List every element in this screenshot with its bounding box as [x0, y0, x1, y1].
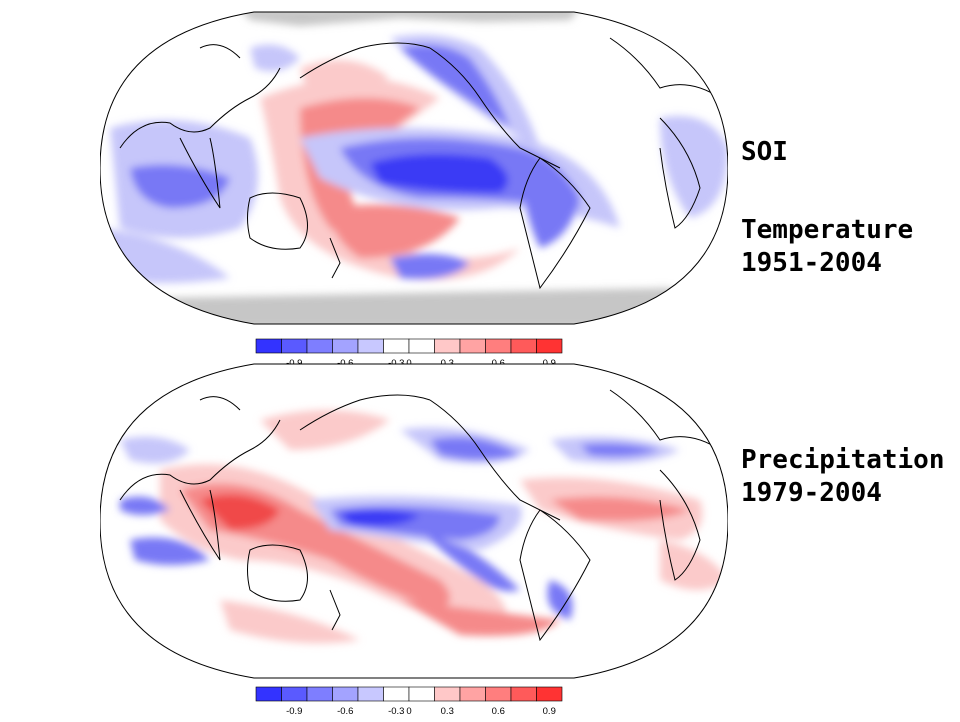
colorbar-tick-label: 0.3 — [441, 706, 454, 717]
colorbar-swatch — [459, 338, 486, 354]
colorbar-swatch — [332, 338, 359, 354]
temperature-variable: Temperature — [741, 215, 914, 245]
temperature-anomaly-field — [100, 12, 728, 324]
colorbar-swatch — [332, 686, 359, 702]
missing-data-antarctic — [100, 288, 728, 324]
precipitation-colorbar-svg: -0.9 -0.6 -0.3 0 0.3 0.6 0.9 — [255, 686, 563, 717]
precipitation-correlation-map — [100, 360, 728, 682]
colorbar-tick-label: 0 — [406, 706, 411, 717]
temperature-coastlines — [119, 37, 721, 290]
index-label: SOI — [741, 137, 788, 167]
colorbar-swatch — [255, 338, 282, 354]
colorbar-tick-label: 0.6 — [492, 706, 505, 717]
temperature-period: 1951-2004 — [741, 248, 882, 279]
precipitation-colorbar: -0.9 -0.6 -0.3 0 0.3 0.6 0.9 — [254, 686, 564, 718]
precipitation-anomaly-field — [120, 410, 728, 644]
colorbar-swatch — [383, 686, 410, 702]
colorbar-swatch — [383, 338, 410, 354]
colorbar-swatch — [306, 338, 333, 354]
precipitation-coastlines — [119, 389, 721, 642]
temperature-map-svg — [100, 11, 728, 325]
colorbar-tick-label: 0.9 — [543, 706, 556, 717]
colorbar-swatch — [536, 686, 563, 702]
colorbar-swatch — [281, 686, 308, 702]
temperature-map-border — [100, 11, 728, 325]
colorbar-swatch — [306, 686, 333, 702]
colorbar-swatch — [434, 338, 461, 354]
precipitation-label: Precipitation 1979-2004 — [741, 444, 945, 511]
colorbar-swatch — [357, 686, 384, 702]
colorbar-swatch — [485, 686, 512, 702]
precipitation-variable: Precipitation — [741, 445, 945, 475]
precipitation-map-border — [100, 363, 728, 679]
colorbar-swatch — [510, 338, 537, 354]
colorbar-swatch — [510, 686, 537, 702]
colorbar-tick-label: -0.6 — [337, 706, 353, 717]
colorbar-swatch — [485, 338, 512, 354]
colorbar-swatch — [408, 338, 435, 354]
temperature-correlation-map — [100, 8, 728, 328]
colorbar-swatch — [459, 686, 486, 702]
colorbar-tick-label: -0.9 — [286, 706, 302, 717]
colorbar-swatch — [434, 686, 461, 702]
colorbar-tick-label: -0.3 — [388, 706, 404, 717]
precipitation-period: 1979-2004 — [741, 478, 882, 509]
colorbar-swatch — [357, 338, 384, 354]
precipitation-map-svg — [100, 363, 728, 679]
temperature-label: Temperature 1951-2004 — [741, 214, 913, 281]
colorbar-swatch — [408, 686, 435, 702]
colorbar-swatch — [536, 338, 563, 354]
colorbar-swatch — [255, 686, 282, 702]
colorbar-swatch — [281, 338, 308, 354]
